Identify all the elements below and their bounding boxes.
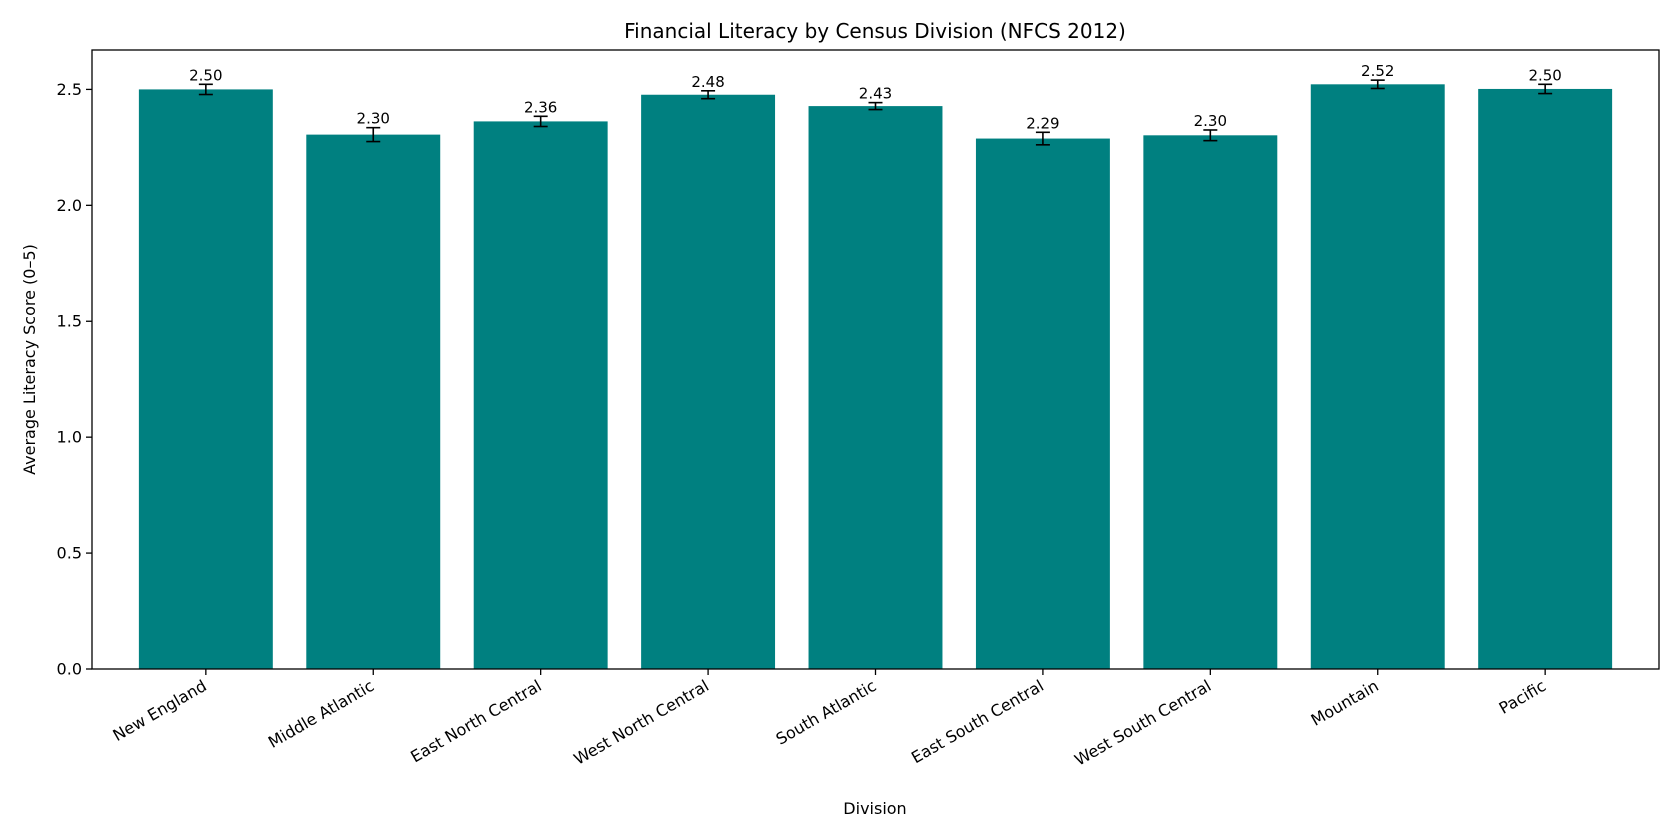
- bar: [1310, 84, 1445, 670]
- bar: [808, 106, 943, 669]
- chart-title: Financial Literacy by Census Division (N…: [624, 19, 1126, 43]
- y-tick-label: 2.0: [57, 196, 82, 215]
- bar: [1143, 135, 1278, 669]
- plot-frame: [91, 49, 1660, 670]
- bar-value-label: 2.43: [859, 85, 892, 103]
- bar-value-label: 2.30: [357, 110, 390, 128]
- bar: [138, 89, 273, 669]
- y-tick-label: 0.0: [57, 660, 82, 679]
- bar-value-label: 2.30: [1194, 112, 1227, 130]
- bar-value-label: 2.36: [524, 98, 557, 116]
- bar-value-label: 2.50: [1528, 66, 1561, 84]
- bar-value-label: 2.52: [1361, 62, 1394, 80]
- bar: [1478, 88, 1613, 670]
- bar-value-label: 2.48: [691, 73, 724, 91]
- bar-value-label: 2.50: [189, 66, 222, 84]
- y-tick-label: 1.0: [57, 428, 82, 447]
- bar: [306, 134, 441, 669]
- bar: [641, 94, 776, 669]
- y-tick-label: 2.5: [57, 80, 82, 99]
- y-tick-label: 1.5: [57, 312, 82, 331]
- y-tick-label: 0.5: [57, 544, 82, 563]
- x-axis-label: Division: [843, 799, 906, 818]
- y-axis-label: Average Literacy Score (0–5): [20, 244, 39, 475]
- bar: [473, 121, 608, 669]
- bar-value-label: 2.29: [1026, 114, 1059, 132]
- bar: [975, 138, 1110, 670]
